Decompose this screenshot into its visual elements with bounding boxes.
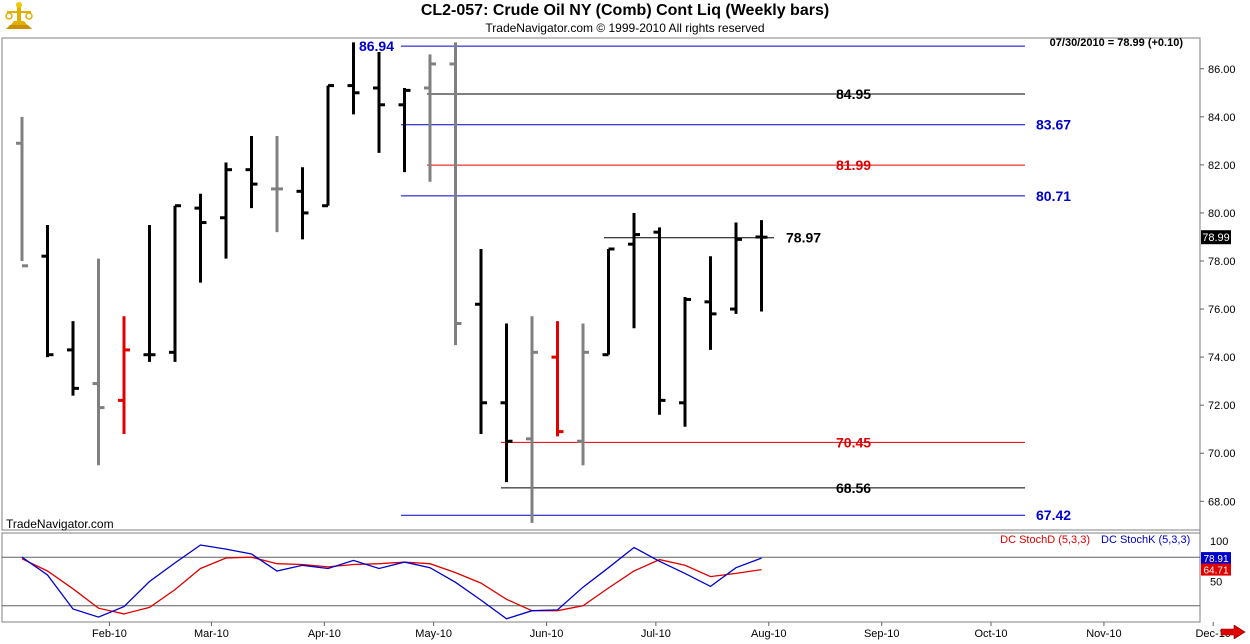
ohlc-bar [628, 212, 640, 329]
y-tick-label: 84.00 [1208, 112, 1236, 124]
y-tick-label: 82.00 [1208, 160, 1236, 172]
x-tick-label: Aug-10 [751, 628, 786, 640]
x-tick-label: Mar-10 [194, 628, 229, 640]
y-tick-label: 74.00 [1208, 352, 1236, 364]
x-tick-label: Jul-10 [641, 628, 671, 640]
ohlc-bar [296, 167, 309, 240]
ohlc-bar [653, 227, 666, 415]
ohlc-bar [551, 321, 564, 437]
scroll-right-arrow-icon[interactable] [1220, 624, 1246, 640]
ohlc-bar [322, 84, 334, 208]
ohlc-bar [118, 316, 130, 435]
level-label: 67.42 [1036, 507, 1071, 523]
ohlc-bar [679, 297, 691, 427]
stoch-series-line [21, 544, 762, 620]
ohlc-bar [577, 323, 589, 466]
x-tick-label: Sep-10 [864, 628, 899, 640]
stoch-k-last-label: 78.91 [1203, 554, 1228, 565]
ohlc-bar [347, 42, 360, 115]
stoch-legend-k: DC StochK (5,3,3) [1101, 534, 1190, 546]
ohlc-bar [271, 136, 283, 233]
watermark-text: TradeNavigator.com [6, 517, 114, 531]
stoch-d-last-box [1201, 563, 1231, 576]
y-tick-label: 86.00 [1208, 64, 1236, 76]
price-panel [1, 37, 1201, 531]
x-tick-label: May-10 [415, 628, 452, 640]
x-tick-label: Jun-10 [530, 628, 564, 640]
ohlc-bar [704, 256, 717, 350]
level-label: 68.56 [836, 480, 871, 496]
level-label: 80.71 [1036, 188, 1071, 204]
x-tick-label: Apr-10 [308, 628, 341, 640]
ohlc-bar [500, 323, 513, 483]
ohlc-bar [194, 193, 207, 283]
level-label: 70.45 [836, 434, 871, 450]
ohlc-bar [245, 136, 258, 209]
chart-title: CL2-057: Crude Oil NY (Comb) Cont Liq (W… [420, 2, 830, 19]
stoch-tick-label: 50 [1210, 577, 1222, 589]
level-label: 78.97 [786, 230, 821, 246]
ohlc-bar [220, 162, 232, 259]
ohlc-bar [143, 224, 156, 362]
chart-subtitle: TradeNavigator.com © 1999-2010 All right… [485, 21, 765, 35]
ohlc-bar [424, 54, 436, 182]
trade-navigator-logo-icon[interactable] [4, 2, 34, 30]
ohlc-bar [526, 316, 538, 523]
last-price-label: 78.99 [1202, 232, 1230, 244]
y-tick-label: 68.00 [1208, 496, 1236, 508]
level-label: 81.99 [836, 157, 871, 173]
last-price-box [1201, 230, 1231, 245]
stochastic-panel [1, 532, 1201, 623]
level-label: 84.95 [836, 86, 871, 102]
ohlc-bar [16, 116, 28, 268]
last-quote-text: 07/30/2010 = 78.99 (+0.10) [1050, 37, 1184, 49]
y-tick-label: 70.00 [1208, 448, 1236, 460]
ohlc-bar [373, 51, 385, 153]
stoch-k-last-box [1201, 552, 1231, 565]
x-tick-label: Nov-10 [1086, 628, 1121, 640]
ohlc-bar [475, 248, 487, 435]
y-tick-label: 72.00 [1208, 400, 1236, 412]
y-tick-label: 80.00 [1208, 208, 1236, 220]
ohlc-bar [169, 204, 181, 362]
y-tick-label: 76.00 [1208, 304, 1236, 316]
ohlc-bar [602, 247, 615, 357]
ohlc-bar [398, 87, 411, 173]
ohlc-bar [730, 222, 742, 314]
stoch-series-line [21, 556, 762, 615]
ohlc-bar [92, 258, 105, 466]
ohlc-bar [67, 321, 79, 396]
x-tick-label: Feb-10 [92, 628, 127, 640]
level-label: 83.67 [1036, 117, 1071, 133]
stoch-d-last-label: 64.71 [1203, 566, 1228, 577]
ohlc-bar [449, 42, 462, 346]
x-tick-label: Oct-10 [974, 628, 1007, 640]
level-label: 86.94 [359, 38, 394, 54]
ohlc-bar [755, 220, 768, 312]
stoch-tick-label: 100 [1210, 536, 1228, 548]
ohlc-bar [41, 224, 54, 358]
y-tick-label: 78.00 [1208, 256, 1236, 268]
stoch-legend-d: DC StochD (5,3,3) [1000, 534, 1090, 546]
